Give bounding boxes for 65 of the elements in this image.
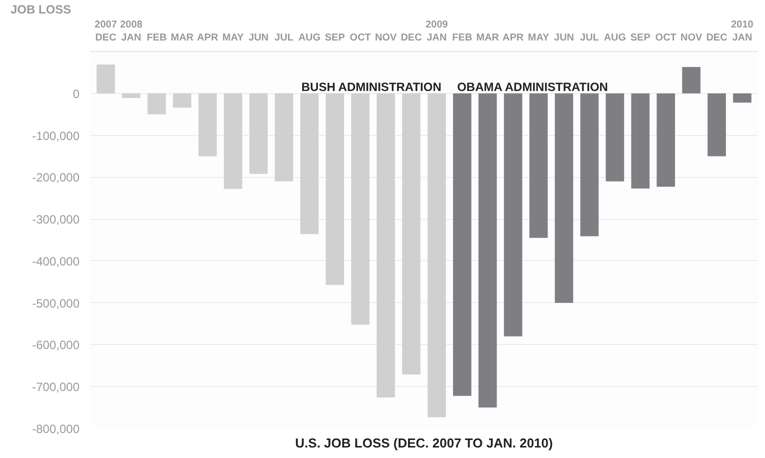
x-tick-label: SEP: [630, 32, 651, 44]
x-tick-label: APR: [197, 32, 219, 44]
bar: [198, 93, 217, 156]
x-tick-label: SEP: [324, 32, 346, 44]
y-tick-label: -600,000: [32, 338, 80, 352]
x-tick-label: APR: [502, 32, 524, 44]
bar: [656, 93, 676, 187]
y-tick-label: -300,000: [32, 212, 80, 227]
series-label: OBAMA ADMINISTRATION: [457, 80, 608, 94]
bar: [428, 93, 446, 418]
bar: [351, 93, 370, 325]
bar: [478, 93, 497, 408]
series-label: BUSH ADMINISTRATION: [301, 80, 442, 94]
bar: [606, 93, 624, 182]
bar: [529, 93, 548, 238]
x-tick-label: MAR: [476, 32, 500, 44]
bar: [682, 67, 700, 94]
bar: [631, 93, 650, 188]
x-tick-label: MAY: [222, 32, 244, 44]
x-tick-label: NOV: [680, 32, 702, 44]
bar: [376, 93, 395, 398]
x-tick-label: OCT: [350, 32, 371, 44]
bar: [249, 93, 268, 174]
y-tick-label: -500,000: [32, 296, 80, 310]
x-tick-label: AUG: [604, 32, 626, 44]
x-tick-label: FEB: [146, 32, 167, 44]
bar: [453, 93, 472, 396]
bar: [402, 93, 420, 374]
y-tick-label: -400,000: [32, 254, 80, 268]
x-tick-label: DEC: [706, 32, 728, 44]
x-tick-label: JUN: [554, 32, 574, 44]
bar: [224, 93, 242, 189]
x-tick-label: JUL: [580, 32, 599, 44]
x-tick-label: 2009 JAN: [426, 19, 448, 44]
x-tick-label: AUG: [298, 32, 321, 44]
x-tick-label: NOV: [374, 32, 397, 44]
x-tick-label: FEB: [452, 32, 472, 44]
x-tick-label: JUN: [248, 32, 269, 44]
y-tick-label: 0: [72, 86, 80, 101]
text: U.S. JOB LOSS (DEC. 2007 TO JAN. 2010): [295, 436, 553, 450]
bar: [122, 93, 140, 98]
bar: [504, 93, 522, 336]
y-tick-label: -800,000: [32, 422, 80, 436]
bar: [96, 64, 115, 94]
bar: [733, 93, 752, 103]
bar: [580, 93, 599, 236]
x-tick-label: JUL: [274, 32, 294, 44]
y-tick-label: -100,000: [32, 128, 80, 143]
x-tick-label: 2010 JAN: [731, 19, 754, 44]
bar: [148, 93, 166, 114]
bar: [708, 93, 726, 156]
x-tick-label: OCT: [655, 32, 676, 44]
bar: [326, 93, 344, 285]
x-tick-label: 2007 DEC: [94, 19, 118, 44]
bar: [554, 93, 574, 303]
x-tick-label: 2008 JAN: [120, 19, 143, 44]
bar: [300, 93, 319, 234]
bar: [274, 93, 294, 182]
bar: [172, 93, 192, 108]
x-tick-label: MAY: [528, 32, 550, 44]
y-tick-label: -200,000: [32, 170, 80, 185]
x-tick-label: MAR: [170, 32, 194, 44]
x-tick-label: DEC: [400, 32, 422, 44]
y-axis-title: JOB LOSS: [10, 2, 72, 16]
y-tick-label: -700,000: [32, 380, 80, 394]
